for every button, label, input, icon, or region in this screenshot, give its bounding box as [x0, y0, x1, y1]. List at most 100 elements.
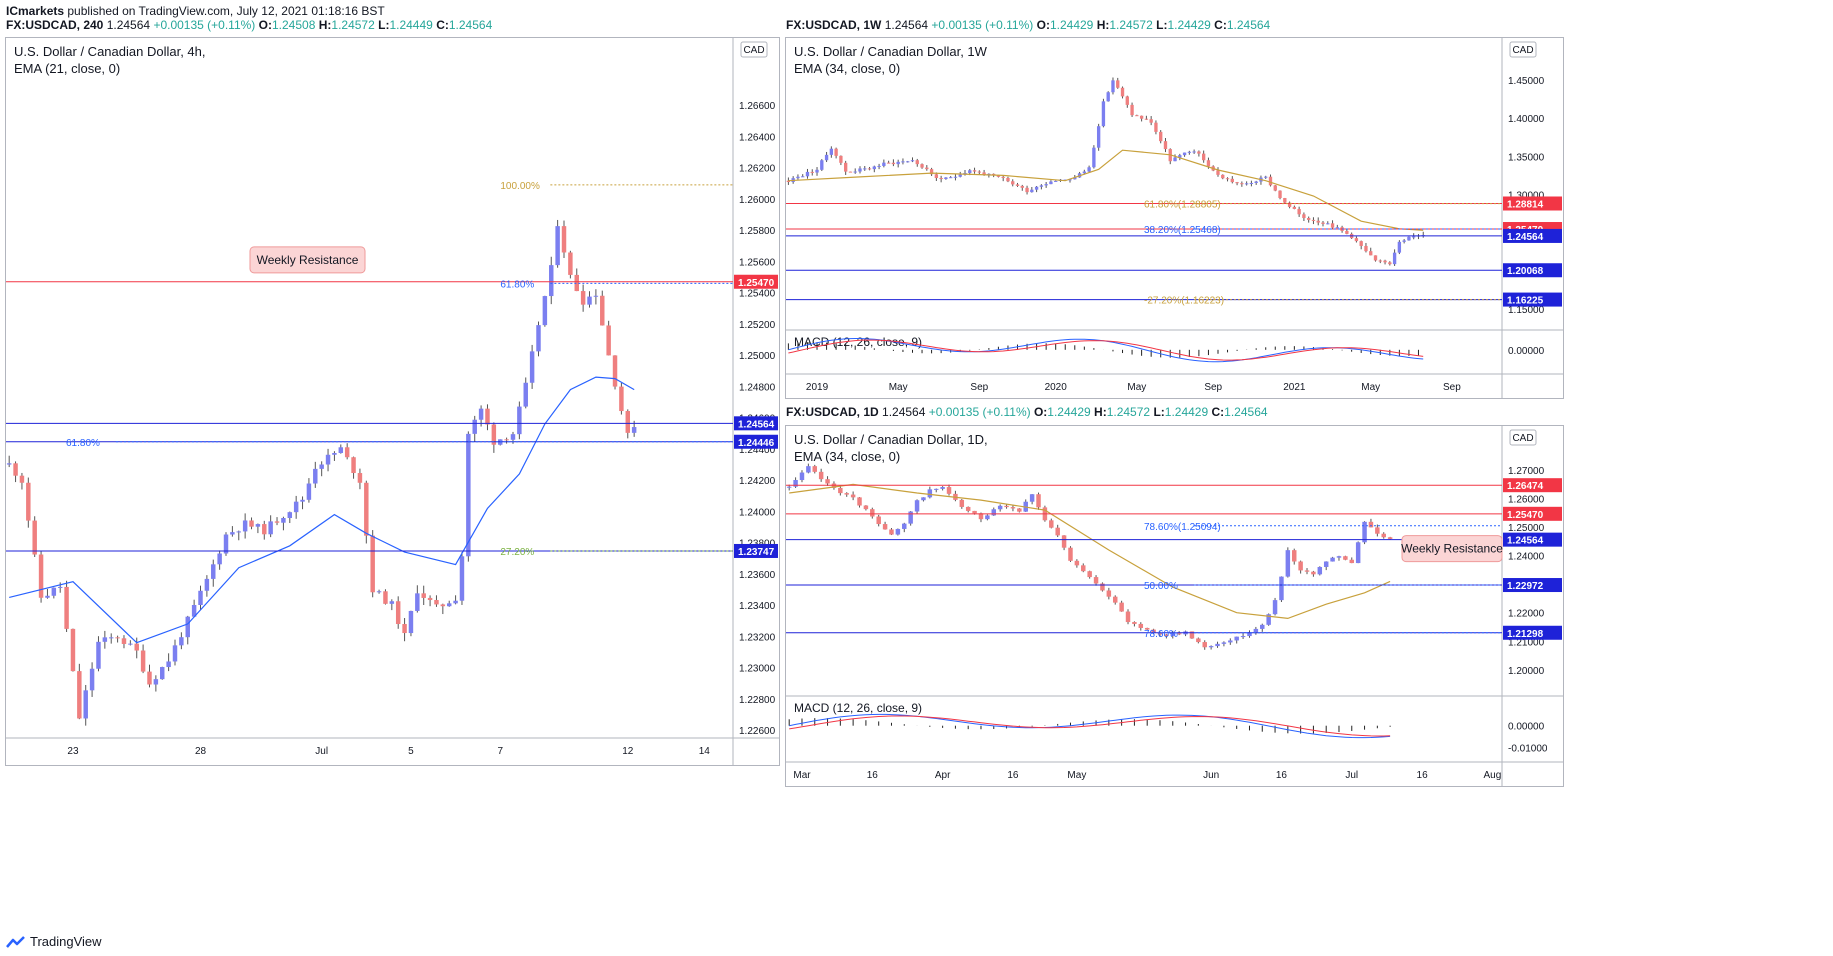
x-tick-label: 16 — [1417, 770, 1429, 781]
candle-body — [946, 487, 952, 494]
close-daily: 1.24564 — [1224, 405, 1268, 419]
candle-body — [1139, 115, 1144, 119]
candle-body — [1273, 185, 1277, 191]
candle-body — [844, 493, 849, 495]
candle-body — [820, 160, 824, 170]
candle-body — [882, 162, 886, 166]
chart-weekly-svg[interactable]: 1.450001.400001.350001.300001.250001.200… — [786, 38, 1563, 398]
x-tick-label: Mar — [793, 770, 811, 781]
candle-body — [1073, 177, 1077, 180]
y-tick-label: 1.25000 — [1508, 523, 1545, 534]
y-tick-label: 1.24200 — [739, 476, 776, 487]
change-daily: +0.00135 (+0.11%) — [928, 405, 1031, 419]
y-tick-label: 1.27000 — [1508, 466, 1545, 477]
chart-panel-4h[interactable]: 1.26600 1.26400 1.26200 1.26000 1.25800 1.256… — [5, 37, 780, 766]
candle-body — [249, 520, 254, 527]
candle-body — [818, 471, 824, 480]
fib-label: 61.80% — [500, 279, 534, 290]
candle-body — [867, 168, 872, 170]
candle-body — [313, 468, 318, 484]
candle-body — [281, 518, 286, 523]
candle-body — [1017, 508, 1022, 512]
candle-body — [625, 411, 631, 433]
fib-label: 78.60%(1.25094) — [1144, 522, 1221, 533]
y-tick-label: 1.45000 — [1508, 76, 1545, 87]
ema-line — [9, 376, 635, 644]
candle-body — [908, 511, 913, 524]
candle-body — [1221, 642, 1227, 644]
symbol-daily: FX:USDCAD, 1D — [786, 405, 879, 419]
candle-body — [1111, 80, 1115, 93]
candle-body — [1335, 227, 1339, 229]
candle-body — [934, 174, 939, 179]
candle-body — [1317, 566, 1323, 575]
candle-body — [1326, 223, 1330, 225]
chart-panel-daily[interactable]: 1.270001.260001.250001.240001.230001.220… — [785, 425, 1564, 787]
price-label: 1.25470 — [1507, 510, 1544, 521]
candle-body — [236, 531, 241, 533]
candle-body — [1030, 189, 1034, 193]
macd-line — [789, 713, 1391, 739]
price-label-box — [1503, 292, 1562, 307]
h-label: H: — [1096, 18, 1110, 32]
candle-body — [972, 510, 977, 514]
price-label-box — [1503, 578, 1562, 593]
candle-body — [1054, 180, 1058, 182]
candle-body — [915, 160, 919, 165]
candle-body — [38, 554, 44, 598]
candle-body — [293, 501, 299, 513]
ohlc-4h-line: FX:USDCAD, 240 1.24564 +0.00135 (+0.11%)… — [6, 18, 492, 32]
candle-body — [1311, 219, 1316, 221]
candle-body — [944, 177, 948, 179]
candle-body — [319, 464, 324, 469]
candle-body — [1291, 550, 1297, 562]
y-tick-label: 1.30000 — [1508, 190, 1545, 201]
candle-body — [1201, 153, 1206, 161]
candle-body — [198, 590, 203, 606]
price-label-box — [1503, 263, 1562, 278]
y-tick-label: 1.35000 — [1508, 152, 1545, 163]
candle-body — [1302, 214, 1306, 219]
macd-y-tick: -0.01000 — [1508, 744, 1548, 755]
candle-body — [1068, 179, 1072, 181]
ema-label-daily: EMA (34, close, 0) — [794, 449, 901, 464]
price-label: 1.24564 — [1507, 232, 1544, 243]
tradingview-logo[interactable]: TradingView — [6, 934, 102, 949]
candle-body — [466, 433, 471, 557]
x-tick-label: Sep — [1443, 382, 1461, 393]
last-daily: 1.24564 — [882, 405, 926, 419]
candle-body — [1092, 147, 1096, 168]
candle-body — [268, 521, 273, 535]
chart-4h-svg[interactable]: 1.26600 1.26400 1.26200 1.26000 1.25800 1.256… — [6, 38, 779, 765]
candle-body — [997, 505, 1003, 510]
candle-body — [19, 475, 25, 483]
chart-panel-weekly[interactable]: 1.450001.400001.350001.300001.250001.200… — [785, 37, 1564, 399]
x-tick-label: Jul — [1345, 770, 1358, 781]
x-tick-label: May — [889, 382, 908, 393]
candle-body — [1164, 634, 1169, 636]
candle-body — [863, 168, 867, 170]
candle-body — [1116, 80, 1120, 88]
candle-body — [1106, 92, 1110, 102]
candle-body — [1373, 255, 1378, 261]
candle-body — [1101, 101, 1106, 127]
chart-daily-svg[interactable]: 1.270001.260001.250001.240001.230001.220… — [786, 426, 1563, 786]
candle-body — [204, 578, 210, 591]
price-label: 1.21298 — [1507, 629, 1544, 640]
candle-body — [1253, 628, 1259, 633]
candle-body — [965, 506, 971, 511]
price-label-box — [1503, 228, 1562, 243]
candle-body — [1049, 520, 1054, 528]
tradingview-icon — [6, 935, 25, 948]
candle-body — [459, 556, 465, 601]
y-tick-label: 1.26200 — [739, 164, 776, 175]
candle-body — [153, 679, 159, 685]
h-label: H: — [1094, 405, 1107, 419]
candle-body — [805, 171, 810, 177]
high-daily: 1.24572 — [1106, 405, 1151, 419]
candle-body — [1093, 577, 1099, 584]
candle-body — [901, 161, 905, 163]
candle-body — [115, 637, 120, 639]
candle-body — [395, 601, 401, 625]
candle-body — [1230, 178, 1234, 183]
